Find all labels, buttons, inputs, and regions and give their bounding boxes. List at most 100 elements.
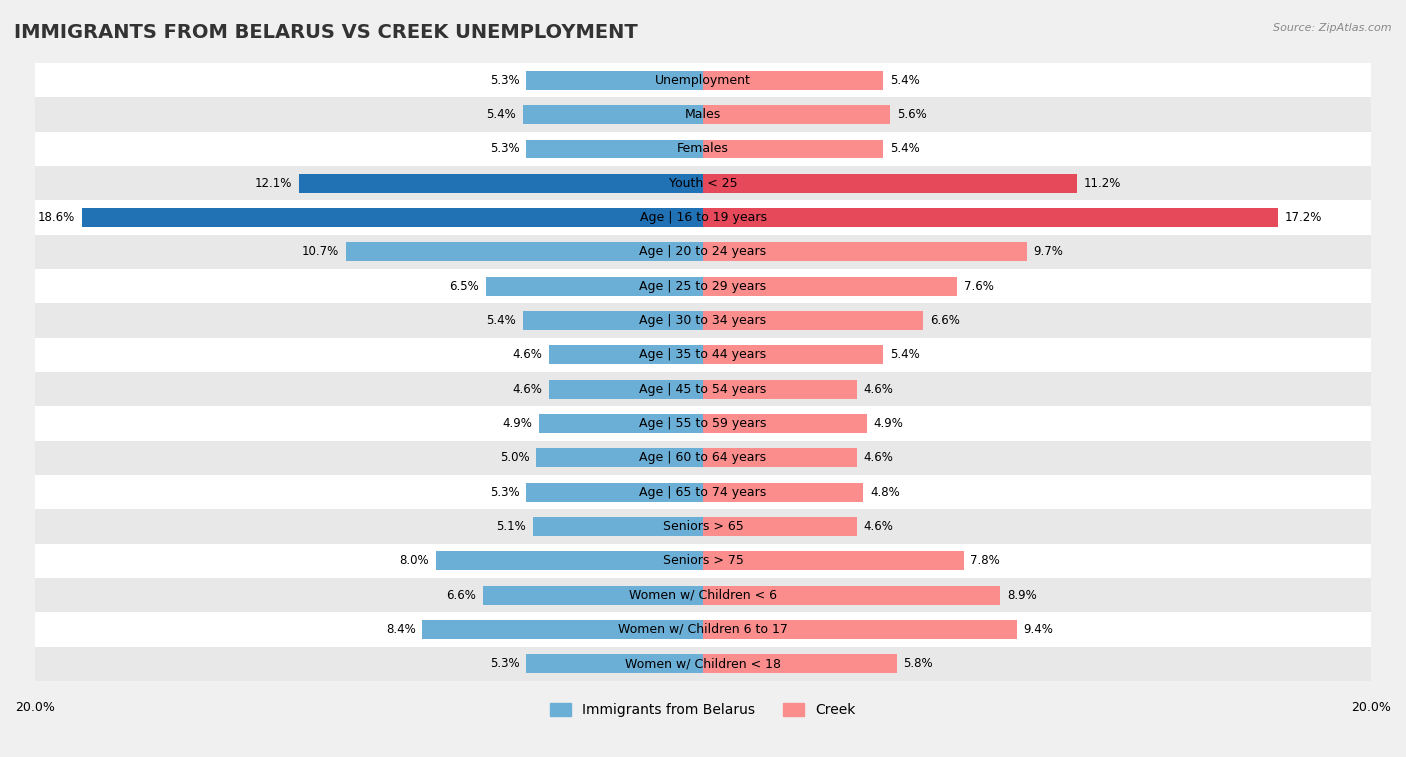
- Bar: [526, 483, 703, 502]
- Text: Women w/ Children 6 to 17: Women w/ Children 6 to 17: [619, 623, 787, 636]
- Bar: [35, 63, 1371, 98]
- Bar: [703, 242, 1026, 261]
- Text: 5.3%: 5.3%: [489, 657, 519, 670]
- Text: 4.8%: 4.8%: [870, 486, 900, 499]
- Text: Age | 16 to 19 years: Age | 16 to 19 years: [640, 211, 766, 224]
- Text: 7.8%: 7.8%: [970, 554, 1000, 567]
- Text: 4.6%: 4.6%: [863, 451, 893, 464]
- Bar: [35, 235, 1371, 269]
- Bar: [703, 483, 863, 502]
- Text: IMMIGRANTS FROM BELARUS VS CREEK UNEMPLOYMENT: IMMIGRANTS FROM BELARUS VS CREEK UNEMPLO…: [14, 23, 638, 42]
- Bar: [703, 380, 856, 399]
- Text: Females: Females: [678, 142, 728, 155]
- Bar: [703, 448, 856, 467]
- Text: 8.4%: 8.4%: [387, 623, 416, 636]
- Text: 6.6%: 6.6%: [931, 314, 960, 327]
- Bar: [703, 345, 883, 364]
- Text: 9.7%: 9.7%: [1033, 245, 1063, 258]
- Bar: [703, 208, 1278, 227]
- Text: Males: Males: [685, 108, 721, 121]
- Text: Age | 45 to 54 years: Age | 45 to 54 years: [640, 383, 766, 396]
- Bar: [703, 620, 1017, 639]
- Text: Seniors > 65: Seniors > 65: [662, 520, 744, 533]
- Bar: [35, 269, 1371, 304]
- Text: 18.6%: 18.6%: [38, 211, 75, 224]
- Bar: [35, 201, 1371, 235]
- Text: 4.6%: 4.6%: [863, 383, 893, 396]
- Bar: [35, 441, 1371, 475]
- Text: Women w/ Children < 18: Women w/ Children < 18: [626, 657, 780, 670]
- Bar: [35, 578, 1371, 612]
- Bar: [346, 242, 703, 261]
- Text: 10.7%: 10.7%: [302, 245, 339, 258]
- Bar: [703, 551, 963, 570]
- Text: 9.4%: 9.4%: [1024, 623, 1053, 636]
- Text: 8.9%: 8.9%: [1007, 589, 1036, 602]
- Bar: [703, 139, 883, 158]
- Text: 8.0%: 8.0%: [399, 554, 429, 567]
- Text: Youth < 25: Youth < 25: [669, 177, 737, 190]
- Bar: [703, 654, 897, 673]
- Bar: [703, 174, 1077, 193]
- Text: 4.6%: 4.6%: [513, 348, 543, 361]
- Text: 5.4%: 5.4%: [890, 142, 920, 155]
- Text: 4.9%: 4.9%: [873, 417, 903, 430]
- Text: 12.1%: 12.1%: [254, 177, 292, 190]
- Text: 5.4%: 5.4%: [486, 108, 516, 121]
- Text: 4.9%: 4.9%: [503, 417, 533, 430]
- Bar: [533, 517, 703, 536]
- Text: Seniors > 75: Seniors > 75: [662, 554, 744, 567]
- Bar: [703, 277, 957, 296]
- Bar: [703, 414, 866, 433]
- Bar: [35, 338, 1371, 372]
- Text: Unemployment: Unemployment: [655, 74, 751, 87]
- Bar: [526, 654, 703, 673]
- Bar: [35, 372, 1371, 407]
- Bar: [523, 311, 703, 330]
- Bar: [703, 311, 924, 330]
- Bar: [523, 105, 703, 124]
- Text: 5.1%: 5.1%: [496, 520, 526, 533]
- Text: 5.3%: 5.3%: [489, 74, 519, 87]
- Text: Age | 55 to 59 years: Age | 55 to 59 years: [640, 417, 766, 430]
- Bar: [35, 166, 1371, 201]
- Bar: [703, 517, 856, 536]
- Text: 17.2%: 17.2%: [1284, 211, 1322, 224]
- Text: 5.4%: 5.4%: [890, 348, 920, 361]
- Bar: [35, 646, 1371, 681]
- Text: 5.4%: 5.4%: [486, 314, 516, 327]
- Text: 7.6%: 7.6%: [963, 280, 994, 293]
- Text: Age | 35 to 44 years: Age | 35 to 44 years: [640, 348, 766, 361]
- Bar: [35, 475, 1371, 509]
- Bar: [82, 208, 703, 227]
- Legend: Immigrants from Belarus, Creek: Immigrants from Belarus, Creek: [546, 697, 860, 723]
- Text: 5.8%: 5.8%: [904, 657, 934, 670]
- Bar: [35, 132, 1371, 166]
- Text: 6.6%: 6.6%: [446, 589, 475, 602]
- Text: Age | 25 to 29 years: Age | 25 to 29 years: [640, 280, 766, 293]
- Text: Age | 20 to 24 years: Age | 20 to 24 years: [640, 245, 766, 258]
- Text: 4.6%: 4.6%: [863, 520, 893, 533]
- Bar: [299, 174, 703, 193]
- Text: Age | 30 to 34 years: Age | 30 to 34 years: [640, 314, 766, 327]
- Bar: [703, 105, 890, 124]
- Bar: [703, 586, 1000, 605]
- Bar: [35, 509, 1371, 544]
- Text: 5.3%: 5.3%: [489, 142, 519, 155]
- Bar: [486, 277, 703, 296]
- Bar: [436, 551, 703, 570]
- Text: 4.6%: 4.6%: [513, 383, 543, 396]
- Bar: [526, 139, 703, 158]
- Bar: [35, 612, 1371, 646]
- Bar: [526, 71, 703, 90]
- Text: 5.4%: 5.4%: [890, 74, 920, 87]
- Text: Source: ZipAtlas.com: Source: ZipAtlas.com: [1274, 23, 1392, 33]
- Text: Age | 60 to 64 years: Age | 60 to 64 years: [640, 451, 766, 464]
- Bar: [35, 98, 1371, 132]
- Bar: [540, 414, 703, 433]
- Text: 5.6%: 5.6%: [897, 108, 927, 121]
- Text: 11.2%: 11.2%: [1084, 177, 1121, 190]
- Bar: [482, 586, 703, 605]
- Bar: [550, 380, 703, 399]
- Text: Women w/ Children < 6: Women w/ Children < 6: [628, 589, 778, 602]
